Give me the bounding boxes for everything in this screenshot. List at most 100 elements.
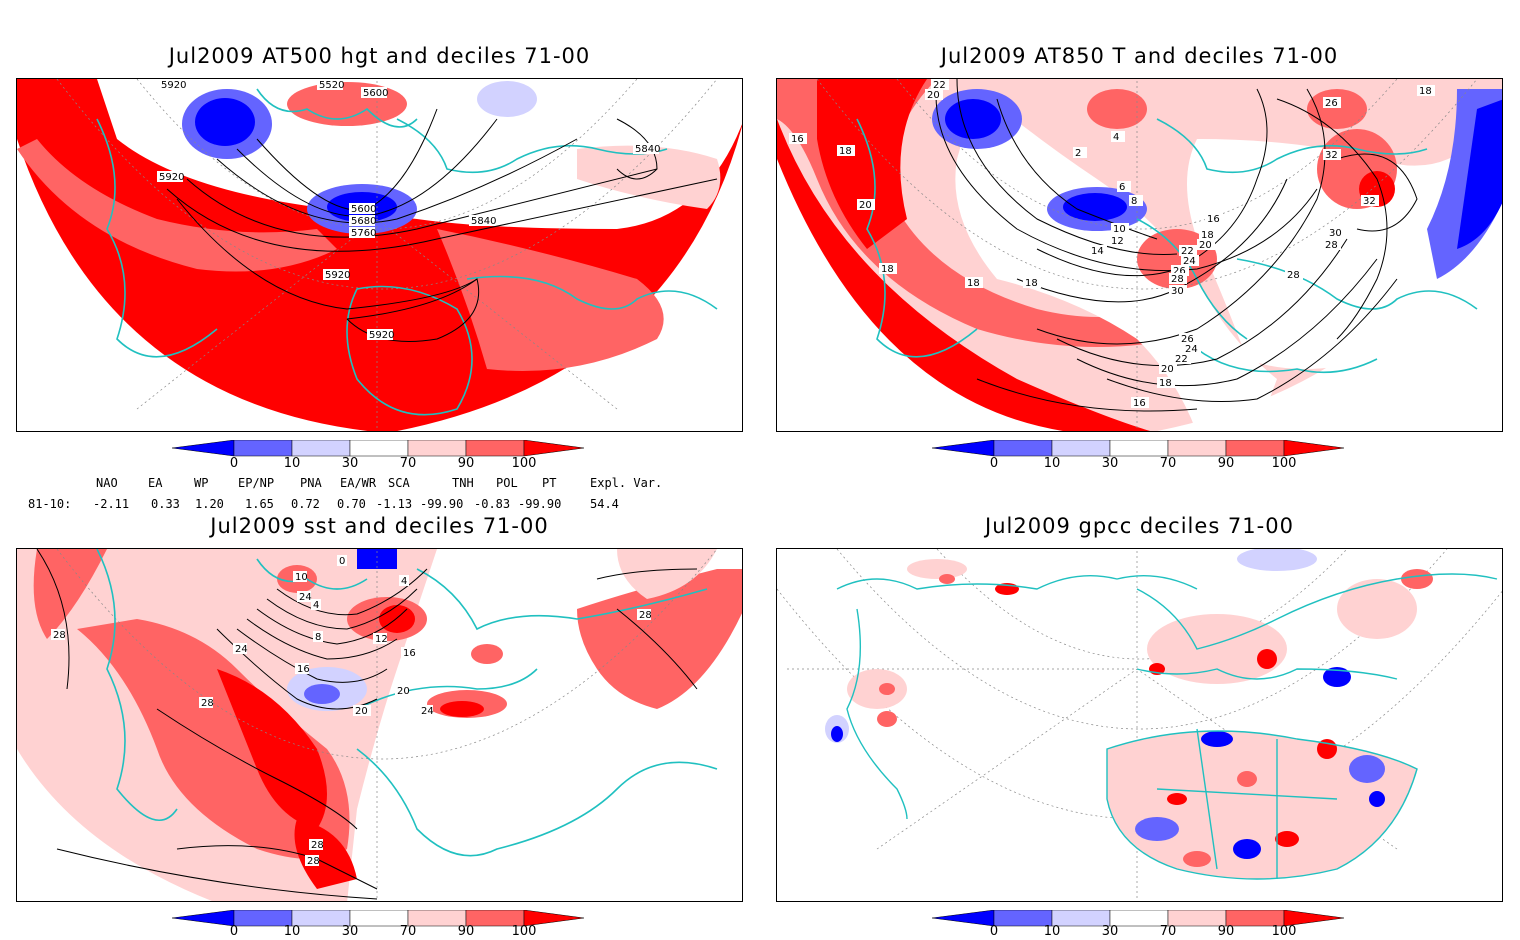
contour-label: 5680 (351, 216, 376, 227)
contour-label: 5760 (351, 228, 376, 239)
panel-4-title: Jul2009 gpcc deciles 71-00 (985, 514, 1294, 538)
contour-label: 5840 (471, 216, 496, 227)
index-header: EP/NP (238, 476, 275, 490)
contour-label: 10 (295, 572, 308, 583)
colorbar-label: 30 (1101, 456, 1119, 471)
colorbar-label: 90 (1217, 924, 1235, 939)
index-value: 0.33 (151, 497, 180, 511)
index-header: EA/WR (340, 476, 377, 490)
map-panel-sst: 28 24 16 8 4 20 24 12 16 20 28 28 28 28 … (16, 548, 743, 902)
colorbar-label: 30 (341, 924, 359, 939)
contour-label: 26 (1325, 98, 1338, 109)
index-header: SCA (388, 476, 410, 490)
index-header: TNH (452, 476, 474, 490)
contour-label: 10 (1113, 224, 1126, 235)
colorbar-label: 0 (229, 456, 239, 471)
contour-label: 28 (307, 856, 320, 867)
contour-label: 24 (1185, 344, 1198, 355)
contour-label: 5520 (319, 80, 344, 91)
contour-label: 22 (1181, 246, 1194, 257)
colorbar-label: 100 (511, 924, 537, 939)
contour-label: 4 (401, 576, 407, 587)
colorbar-label: 90 (1217, 456, 1235, 471)
contour-label: 16 (791, 134, 804, 145)
index-header: WP (194, 476, 209, 490)
contour-label: 18 (839, 146, 852, 157)
colorbar-label: 100 (1271, 924, 1297, 939)
contour-label: 20 (1199, 240, 1212, 251)
contour-label: 20 (1161, 364, 1174, 375)
index-row-label: 81-10: (28, 497, 72, 511)
contour-label: 5600 (363, 88, 388, 99)
contour-label: 24 (235, 644, 248, 655)
map-panel-at500: 5920 5520 5600 5920 5600 5680 5760 5840 … (16, 78, 743, 432)
contour-label: 12 (375, 634, 388, 645)
colorbar-ramp (172, 440, 585, 457)
colorbar-label: 90 (457, 924, 475, 939)
contour-label: 24 (299, 592, 312, 603)
colorbar-label: 0 (989, 456, 999, 471)
contour-label: 4 (1113, 132, 1119, 143)
colorbar-label: 30 (341, 456, 359, 471)
contour-label: 5840 (635, 144, 660, 155)
index-value: -1.13 (376, 497, 413, 511)
index-value: 0.70 (337, 497, 366, 511)
map-at850-svg: 22 20 16 18 20 18 18 18 2 4 6 8 10 12 14… (777, 79, 1502, 431)
index-value: -2.11 (93, 497, 130, 511)
contour-label: 0 (339, 556, 345, 567)
contour-label: 20 (355, 706, 368, 717)
colorbar-label: 10 (283, 456, 301, 471)
index-header: PNA (300, 476, 322, 490)
contour-label: 28 (201, 698, 214, 709)
map-panel-at850: 22 20 16 18 20 18 18 18 2 4 6 8 10 12 14… (776, 78, 1503, 432)
contour-label: 16 (403, 648, 416, 659)
map-gpcc-svg (777, 549, 1502, 901)
colorbar-label: 70 (1159, 456, 1177, 471)
contour-label: 18 (1159, 378, 1172, 389)
contour-label: 2 (1075, 148, 1081, 159)
index-header: Expl. Var. (590, 476, 663, 490)
contour-label: 28 (1287, 270, 1300, 281)
contour-label: 26 (1181, 334, 1194, 345)
colorbar-label: 10 (1043, 924, 1061, 939)
contour-label: 18 (1419, 86, 1432, 97)
contour-label: 22 (1175, 354, 1188, 365)
contour-label: 16 (1207, 214, 1220, 225)
contour-label: 24 (1183, 256, 1196, 267)
index-header: EA (148, 476, 163, 490)
contour-label: 5920 (325, 270, 350, 281)
contour-label: 24 (421, 706, 434, 717)
contour-label: 8 (315, 632, 321, 643)
contour-label: 5920 (161, 80, 186, 91)
contour-label: 28 (1325, 240, 1338, 251)
colorbar-ramp (932, 910, 1345, 927)
contour-label: 18 (967, 278, 980, 289)
panel-1-title: Jul2009 AT500 hgt and deciles 71-00 (168, 44, 591, 68)
colorbar-ramp (932, 440, 1345, 457)
colorbar-label: 70 (399, 456, 417, 471)
colorbar-label: 10 (1043, 456, 1061, 471)
colorbar-panel-1: 0 10 30 70 90 100 (172, 440, 592, 476)
contour-label: 28 (1171, 274, 1184, 285)
colorbar-panel-4: 0 10 30 70 90 100 (932, 910, 1352, 940)
contour-label: 28 (53, 630, 66, 641)
colorbar-label: 0 (989, 924, 999, 939)
contour-label: 28 (639, 610, 652, 621)
index-value: -99.90 (518, 497, 562, 511)
contour-label: 16 (297, 664, 310, 675)
panel-3-title: Jul2009 sst and deciles 71-00 (210, 514, 549, 538)
contour-label: 20 (927, 90, 940, 101)
contour-label: 32 (1363, 196, 1376, 207)
map-panel-gpcc (776, 548, 1503, 902)
contour-label: 18 (881, 264, 894, 275)
contour-label: 16 (1133, 398, 1146, 409)
contour-label: 30 (1329, 228, 1342, 239)
contour-label: 14 (1091, 246, 1104, 257)
colorbar-ramp (172, 910, 585, 927)
contour-label: 18 (1025, 278, 1038, 289)
colorbar-panel-2: 0 10 30 70 90 100 (932, 440, 1352, 476)
colorbar-label: 70 (399, 924, 417, 939)
colorbar-label: 0 (229, 924, 239, 939)
contour-label: 12 (1111, 236, 1124, 247)
index-value: 54.4 (590, 497, 619, 511)
